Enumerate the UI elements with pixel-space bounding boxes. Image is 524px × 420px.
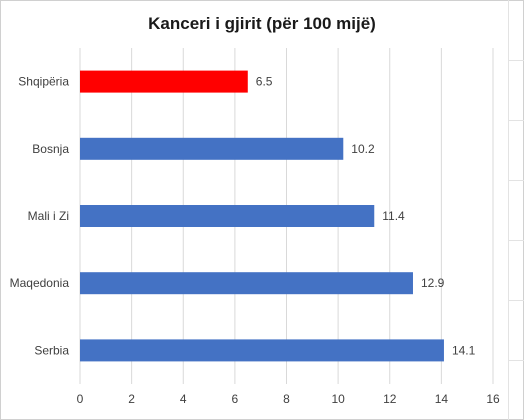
x-tick-label: 14 <box>435 392 449 406</box>
data-label: 6.5 <box>256 75 273 89</box>
bar <box>80 205 375 227</box>
x-tick-label: 0 <box>77 392 84 406</box>
sheet-gridline <box>508 180 524 181</box>
data-label: 10.2 <box>351 142 375 156</box>
bar <box>80 272 413 295</box>
x-tick-label: 12 <box>383 392 397 406</box>
sheet-gridline <box>508 0 509 420</box>
category-label: Maqedonia <box>10 276 70 290</box>
x-tick-label: 2 <box>128 392 135 406</box>
data-label: 11.4 <box>382 209 405 223</box>
x-tick-label: 4 <box>180 392 187 406</box>
sheet-gridline <box>508 120 524 121</box>
sheet-gridline <box>508 300 524 301</box>
category-label: Shqipëria <box>18 75 69 89</box>
category-label: Bosnja <box>32 142 69 156</box>
bar <box>80 339 444 362</box>
sheet-gridline <box>508 360 524 361</box>
x-tick-label: 6 <box>232 392 239 406</box>
category-label: Serbia <box>34 343 69 357</box>
bar <box>80 137 344 160</box>
chart-title: Kanceri i gjirit (për 100 mijë) <box>148 14 376 33</box>
bar <box>80 70 248 93</box>
data-label: 14.1 <box>452 343 476 357</box>
x-tick-label: 10 <box>331 392 345 406</box>
category-label: Mali i Zi <box>28 209 69 223</box>
sheet-gridline <box>508 60 524 61</box>
data-label: 12.9 <box>421 276 445 290</box>
x-tick-label: 8 <box>283 392 290 406</box>
sheet-gridline <box>508 240 524 241</box>
x-tick-label: 16 <box>486 392 500 406</box>
